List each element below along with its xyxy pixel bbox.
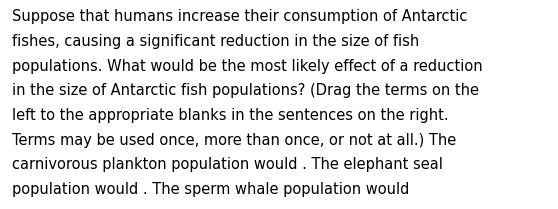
Text: in the size of Antarctic fish populations? (Drag the terms on the: in the size of Antarctic fish population… <box>12 83 479 98</box>
Text: population would . The sperm whale population would: population would . The sperm whale popul… <box>12 182 410 197</box>
Text: Suppose that humans increase their consumption of Antarctic: Suppose that humans increase their consu… <box>12 9 468 24</box>
Text: Terms may be used once, more than once, or not at all.) The: Terms may be used once, more than once, … <box>12 133 456 148</box>
Text: populations. What would be the most likely effect of a reduction: populations. What would be the most like… <box>12 59 483 74</box>
Text: left to the appropriate blanks in the sentences on the right.: left to the appropriate blanks in the se… <box>12 108 449 123</box>
Text: fishes, causing a significant reduction in the size of fish: fishes, causing a significant reduction … <box>12 34 420 49</box>
Text: carnivorous plankton population would . The elephant seal: carnivorous plankton population would . … <box>12 157 443 172</box>
